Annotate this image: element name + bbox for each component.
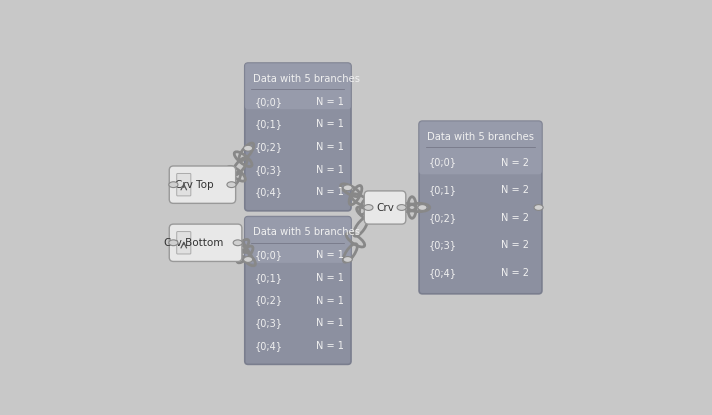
Text: {0;4}: {0;4} xyxy=(429,268,456,278)
Ellipse shape xyxy=(343,185,352,190)
Ellipse shape xyxy=(233,240,242,246)
Text: Crv Top: Crv Top xyxy=(175,180,214,190)
Text: N = 1: N = 1 xyxy=(316,295,344,305)
FancyBboxPatch shape xyxy=(245,63,351,109)
Text: {0;0}: {0;0} xyxy=(429,158,456,168)
FancyBboxPatch shape xyxy=(177,232,191,254)
Ellipse shape xyxy=(364,205,373,210)
Ellipse shape xyxy=(397,205,407,210)
Ellipse shape xyxy=(534,205,543,210)
FancyBboxPatch shape xyxy=(419,121,542,174)
Text: {0;2}: {0;2} xyxy=(254,142,283,152)
Text: {0;3}: {0;3} xyxy=(429,240,456,250)
FancyBboxPatch shape xyxy=(245,63,351,211)
Ellipse shape xyxy=(169,182,178,188)
Text: Data with 5 branches: Data with 5 branches xyxy=(253,74,360,84)
Text: N = 1: N = 1 xyxy=(316,120,344,129)
Ellipse shape xyxy=(244,145,253,151)
Text: {0;0}: {0;0} xyxy=(254,250,283,260)
Text: Crv Bottom: Crv Bottom xyxy=(164,238,224,248)
Text: {0;3}: {0;3} xyxy=(254,318,283,328)
Text: {0;4}: {0;4} xyxy=(254,341,283,351)
Text: {0;1}: {0;1} xyxy=(429,185,456,195)
Ellipse shape xyxy=(343,256,352,262)
FancyBboxPatch shape xyxy=(419,121,542,294)
Ellipse shape xyxy=(418,205,427,210)
Text: N = 1: N = 1 xyxy=(316,250,344,260)
Text: N = 2: N = 2 xyxy=(501,213,530,223)
Text: Crv: Crv xyxy=(376,203,394,212)
Text: N = 2: N = 2 xyxy=(501,158,530,168)
Text: N = 2: N = 2 xyxy=(501,268,530,278)
FancyBboxPatch shape xyxy=(245,217,351,263)
Text: {0;4}: {0;4} xyxy=(254,187,283,197)
Text: {0;2}: {0;2} xyxy=(429,213,457,223)
Text: N = 1: N = 1 xyxy=(316,273,344,283)
Text: N = 1: N = 1 xyxy=(316,187,344,197)
Ellipse shape xyxy=(227,182,236,188)
FancyBboxPatch shape xyxy=(245,217,351,364)
Text: N = 1: N = 1 xyxy=(316,165,344,175)
Text: {0;1}: {0;1} xyxy=(254,120,283,129)
Text: {0;1}: {0;1} xyxy=(254,273,283,283)
FancyBboxPatch shape xyxy=(169,224,242,261)
FancyBboxPatch shape xyxy=(177,173,191,196)
Text: Data with 5 branches: Data with 5 branches xyxy=(253,227,360,237)
Ellipse shape xyxy=(169,240,178,246)
Text: N = 1: N = 1 xyxy=(316,97,344,107)
Text: {0;0}: {0;0} xyxy=(254,97,283,107)
Text: N = 2: N = 2 xyxy=(501,185,530,195)
Text: N = 2: N = 2 xyxy=(501,240,530,250)
Text: {0;2}: {0;2} xyxy=(254,295,283,305)
FancyBboxPatch shape xyxy=(169,166,236,203)
Text: N = 1: N = 1 xyxy=(316,318,344,328)
Text: {0;3}: {0;3} xyxy=(254,165,283,175)
Text: Data with 5 branches: Data with 5 branches xyxy=(427,132,535,142)
Text: N = 1: N = 1 xyxy=(316,142,344,152)
FancyBboxPatch shape xyxy=(365,191,406,224)
Ellipse shape xyxy=(244,256,253,262)
Text: N = 1: N = 1 xyxy=(316,341,344,351)
